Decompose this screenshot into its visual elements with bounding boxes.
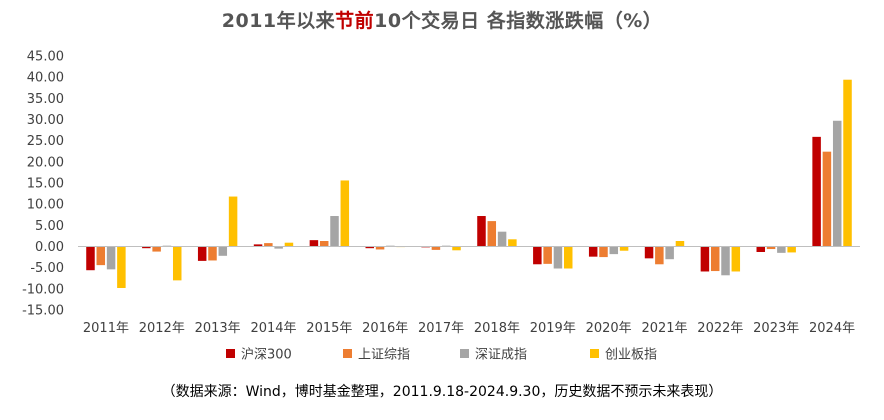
y-tick-label: 30.00 — [27, 113, 64, 128]
bar — [533, 246, 542, 265]
legend: 沪深300 上证综指 深证成指 创业板指 — [226, 347, 657, 363]
y-tick-label: 45.00 — [27, 50, 64, 65]
x-tick-label: 2023年 — [753, 321, 799, 336]
bar — [822, 151, 832, 247]
y-tick-label: 40.00 — [27, 71, 64, 86]
bar — [375, 246, 385, 250]
legend-swatch — [460, 349, 469, 358]
x-tick-label: 2021年 — [641, 321, 687, 336]
y-tick-label: 20.00 — [27, 155, 64, 170]
bar — [721, 246, 730, 276]
bar — [452, 246, 461, 251]
bar — [644, 246, 654, 259]
bar — [812, 136, 821, 247]
x-tick-label: 2016年 — [362, 321, 408, 336]
chart-title-highlight: 节前 — [335, 10, 375, 32]
bar — [208, 246, 217, 261]
x-axis: 2011年 2012年 2013年 2014年 2015年 2016年 2017年 2018年… — [83, 321, 855, 336]
y-tick-label: -10.00 — [22, 282, 64, 297]
x-tick-label: 2011年 — [83, 321, 129, 336]
bar — [330, 216, 339, 247]
y-tick-label: 0.00 — [35, 240, 64, 255]
chart-title-part2: 10个交易日 各指数涨跌幅（%） — [374, 10, 663, 32]
legend-swatch — [226, 349, 235, 358]
bar — [588, 246, 598, 257]
bars — [86, 79, 852, 288]
bar — [106, 246, 116, 270]
bar — [117, 246, 126, 288]
bar — [228, 196, 238, 247]
bar — [508, 239, 517, 247]
bar — [777, 246, 786, 253]
chart-title: 2011年以来节前10个交易日 各指数涨跌幅（%） — [0, 6, 884, 33]
bar — [340, 180, 350, 247]
bar — [309, 240, 319, 247]
bar — [264, 243, 273, 247]
bar-chart: 45.00 40.00 35.00 30.00 25.00 20.00 15.00 10.00… — [22, 50, 860, 363]
bar — [96, 246, 106, 266]
x-tick-label: 2014年 — [250, 321, 296, 336]
y-tick-label: 35.00 — [27, 92, 64, 107]
x-tick-label: 2013年 — [195, 321, 241, 336]
x-tick-label: 2024年 — [809, 321, 855, 336]
bar — [766, 246, 776, 250]
legend-label: 上证综指 — [358, 348, 410, 363]
bar — [319, 241, 329, 247]
bar — [431, 246, 441, 250]
bar — [365, 246, 375, 249]
x-tick-label: 2015年 — [306, 321, 352, 336]
legend-label: 创业板指 — [605, 348, 657, 363]
chart-title-part1: 2011年以来 — [221, 10, 336, 32]
y-tick-label: -15.00 — [22, 304, 64, 319]
bar — [843, 79, 852, 247]
bar — [497, 231, 507, 247]
bar — [563, 246, 573, 269]
x-tick-label: 2018年 — [474, 321, 520, 336]
bar — [253, 244, 263, 247]
y-tick-label: 10.00 — [27, 198, 64, 213]
y-tick-label: 15.00 — [27, 177, 64, 192]
bar — [86, 246, 95, 271]
bar — [197, 246, 207, 261]
x-tick-label: 2022年 — [697, 321, 743, 336]
bar — [832, 120, 842, 247]
x-tick-label: 2020年 — [586, 321, 632, 336]
legend-swatch — [343, 349, 352, 358]
bar — [284, 242, 294, 247]
y-tick-label: 5.00 — [35, 219, 64, 234]
bar — [710, 246, 720, 272]
legend-label: 沪深300 — [241, 347, 292, 363]
bar — [543, 246, 552, 264]
bar — [609, 246, 619, 255]
bar — [787, 246, 796, 253]
y-tick-label: -5.00 — [30, 261, 64, 276]
x-tick-label: 2019年 — [530, 321, 576, 336]
bar — [731, 246, 741, 272]
bar — [487, 221, 497, 247]
bar — [700, 246, 710, 272]
bar — [477, 216, 486, 247]
bar — [152, 246, 161, 252]
bar — [599, 246, 608, 258]
source-note: （数据来源：Wind，博时基金整理，2011.9.18-2024.9.30，历史… — [161, 384, 723, 400]
bar — [172, 246, 182, 281]
bar — [675, 241, 685, 247]
y-tick-label: 25.00 — [27, 134, 64, 149]
bar — [619, 246, 629, 251]
bar — [665, 246, 674, 260]
bar — [655, 246, 664, 265]
legend-label: 深证成指 — [475, 348, 527, 363]
legend-swatch — [590, 349, 599, 358]
x-tick-label: 2012年 — [139, 321, 185, 336]
bar — [756, 246, 766, 252]
bar — [553, 246, 563, 269]
y-axis: 45.00 40.00 35.00 30.00 25.00 20.00 15.00 10.00… — [22, 50, 64, 319]
x-tick-label: 2017年 — [418, 321, 464, 336]
bar — [218, 246, 228, 256]
bar — [274, 246, 283, 249]
bar — [142, 246, 151, 249]
